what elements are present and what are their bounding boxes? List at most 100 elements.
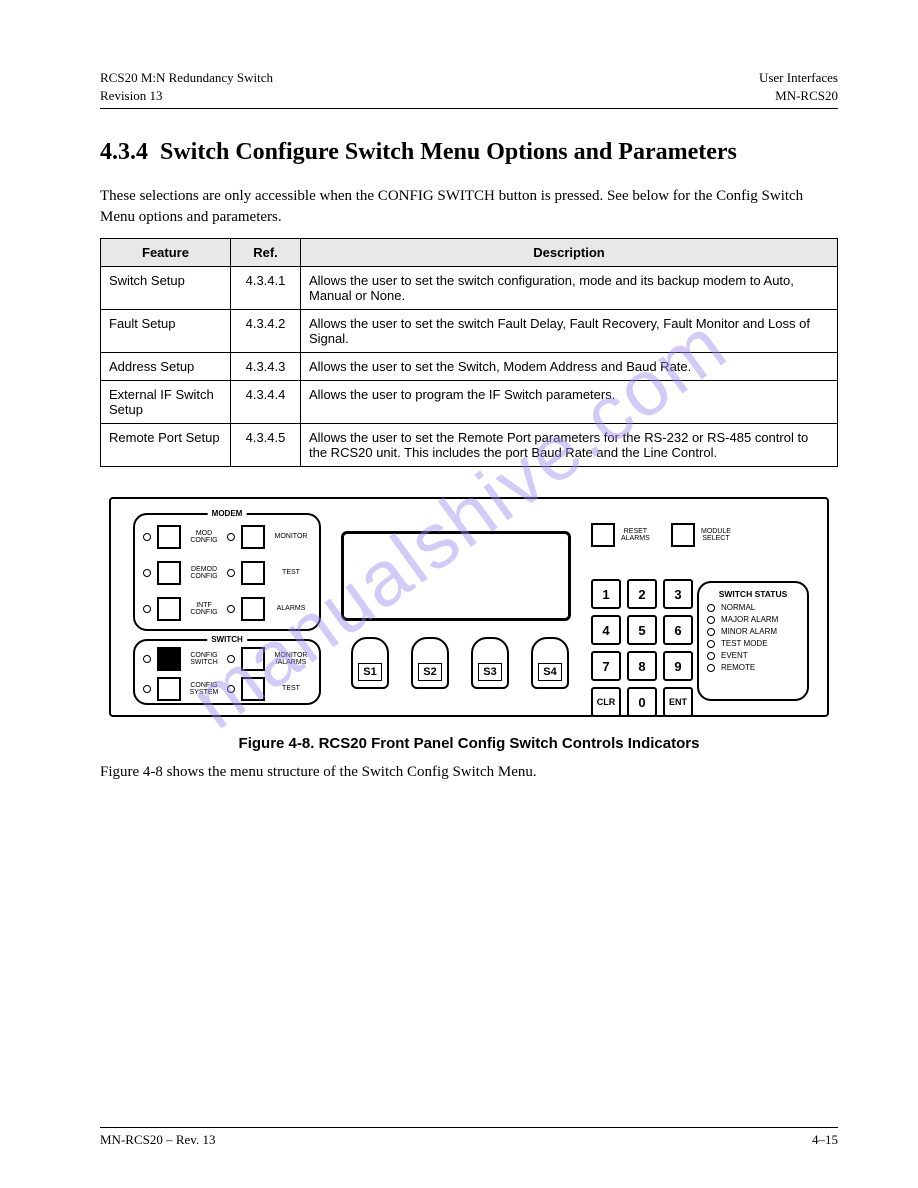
- cell-feature: Fault Setup: [101, 310, 231, 353]
- status-row: EVENT: [707, 651, 799, 660]
- cell-desc: Allows the user to set the Remote Port p…: [301, 424, 838, 467]
- led-icon: [143, 605, 151, 613]
- button-label: CONFIG SYSTEM: [187, 682, 221, 697]
- key-8[interactable]: 8: [627, 651, 657, 681]
- doc-subtitle: User Interfaces: [759, 70, 838, 86]
- reset-alarms-button[interactable]: [591, 523, 615, 547]
- reset-alarms-control: RESET ALARMS: [591, 523, 650, 547]
- status-led-icon: [707, 664, 715, 672]
- control-row: MOD CONFIGMONITOR: [143, 525, 311, 549]
- module-select-control: MODULE SELECT: [671, 523, 731, 547]
- panel-button[interactable]: [157, 647, 181, 671]
- switch-group-title: SWITCH: [207, 635, 247, 644]
- key-clr[interactable]: CLR: [591, 687, 621, 717]
- cell-desc: Allows the user to set the Switch, Modem…: [301, 353, 838, 381]
- page-footer: MN-RCS20 – Rev. 13 4–15: [100, 1127, 838, 1148]
- modem-group-title: MODEM: [208, 509, 247, 518]
- status-label: EVENT: [721, 651, 748, 660]
- softkey-s3[interactable]: S3: [471, 637, 509, 689]
- cell-ref: 4.3.4.1: [231, 267, 301, 310]
- module-select-label: MODULE SELECT: [701, 528, 731, 543]
- led-icon: [227, 569, 235, 577]
- figure-reference-paragraph: Figure 4-8 shows the menu structure of t…: [100, 762, 838, 783]
- panel-button[interactable]: [157, 525, 181, 549]
- key-2[interactable]: 2: [627, 579, 657, 609]
- led-icon: [227, 605, 235, 613]
- led-icon: [227, 533, 235, 541]
- key-1[interactable]: 1: [591, 579, 621, 609]
- key-7[interactable]: 7: [591, 651, 621, 681]
- footer-right: 4–15: [812, 1132, 838, 1148]
- status-row: REMOTE: [707, 663, 799, 672]
- lcd-display: [341, 531, 571, 621]
- button-label: MONITOR /ALARMS: [271, 652, 311, 667]
- section-title: Switch Configure Switch Menu Options and…: [160, 139, 737, 165]
- table-header-row: Feature Ref. Description: [101, 239, 838, 267]
- panel-button[interactable]: [157, 597, 181, 621]
- col-feature: Feature: [101, 239, 231, 267]
- cell-feature: External IF Switch Setup: [101, 381, 231, 424]
- figure-caption: Figure 4-8. RCS20 Front Panel Config Swi…: [100, 735, 838, 752]
- panel-button[interactable]: [241, 677, 265, 701]
- table-row: External IF Switch Setup4.3.4.4Allows th…: [101, 381, 838, 424]
- softkey-label: S1: [358, 663, 381, 681]
- softkey-s4[interactable]: S4: [531, 637, 569, 689]
- doc-id: MN-RCS20: [775, 88, 838, 104]
- status-led-icon: [707, 616, 715, 624]
- switch-status-title: SWITCH STATUS: [707, 589, 799, 599]
- section-heading: 4.3.4 Switch Configure Switch Menu Optio…: [100, 139, 838, 166]
- softkey-s1[interactable]: S1: [351, 637, 389, 689]
- panel-button[interactable]: [157, 561, 181, 585]
- figure-ref-label: Figure 4-8: [100, 764, 163, 780]
- cell-desc: Allows the user to set the switch config…: [301, 267, 838, 310]
- header-rule: [100, 108, 838, 109]
- intro-paragraph: These selections are only accessible whe…: [100, 186, 838, 228]
- reset-alarms-label: RESET ALARMS: [621, 528, 650, 543]
- status-row: MINOR ALARM: [707, 627, 799, 636]
- footer-left: MN-RCS20 – Rev. 13: [100, 1132, 215, 1148]
- button-label: MONITOR: [271, 533, 311, 540]
- status-row: NORMAL: [707, 603, 799, 612]
- panel-button[interactable]: [241, 597, 265, 621]
- control-row: INTF CONFIGALARMS: [143, 597, 311, 621]
- status-label: TEST MODE: [721, 639, 768, 648]
- led-icon: [143, 533, 151, 541]
- status-led-icon: [707, 604, 715, 612]
- front-panel-figure: MODEM MOD CONFIGMONITOR DEMOD CONFIGTEST I…: [109, 497, 829, 717]
- switch-status-panel: SWITCH STATUS NORMALMAJOR ALARMMINOR ALA…: [697, 581, 809, 701]
- doc-title: RCS20 M:N Redundancy Switch: [100, 70, 273, 86]
- key-6[interactable]: 6: [663, 615, 693, 645]
- key-5[interactable]: 5: [627, 615, 657, 645]
- status-label: NORMAL: [721, 603, 755, 612]
- panel-button[interactable]: [157, 677, 181, 701]
- key-3[interactable]: 3: [663, 579, 693, 609]
- control-row: DEMOD CONFIGTEST: [143, 561, 311, 585]
- softkey-label: S2: [418, 663, 441, 681]
- section-number: 4.3.4: [100, 139, 148, 165]
- softkey-s2[interactable]: S2: [411, 637, 449, 689]
- softkey-label: S3: [478, 663, 501, 681]
- key-ent[interactable]: ENT: [663, 687, 693, 717]
- button-label: DEMOD CONFIG: [187, 566, 221, 581]
- key-4[interactable]: 4: [591, 615, 621, 645]
- cell-ref: 4.3.4.2: [231, 310, 301, 353]
- led-icon: [143, 569, 151, 577]
- status-led-icon: [707, 652, 715, 660]
- switch-group: SWITCH CONFIG SWITCHMONITOR /ALARMSCONFI…: [133, 639, 321, 705]
- config-switch-table: Feature Ref. Description Switch Setup4.3…: [100, 238, 838, 467]
- table-row: Remote Port Setup4.3.4.5Allows the user …: [101, 424, 838, 467]
- button-label: INTF CONFIG: [187, 602, 221, 617]
- module-select-button[interactable]: [671, 523, 695, 547]
- led-icon: [227, 685, 235, 693]
- panel-button[interactable]: [241, 647, 265, 671]
- table-row: Fault Setup4.3.4.2Allows the user to set…: [101, 310, 838, 353]
- cell-ref: 4.3.4.4: [231, 381, 301, 424]
- led-icon: [227, 655, 235, 663]
- panel-button[interactable]: [241, 525, 265, 549]
- key-0[interactable]: 0: [627, 687, 657, 717]
- softkey-label: S4: [538, 663, 561, 681]
- col-ref: Ref.: [231, 239, 301, 267]
- cell-feature: Address Setup: [101, 353, 231, 381]
- key-9[interactable]: 9: [663, 651, 693, 681]
- panel-button[interactable]: [241, 561, 265, 585]
